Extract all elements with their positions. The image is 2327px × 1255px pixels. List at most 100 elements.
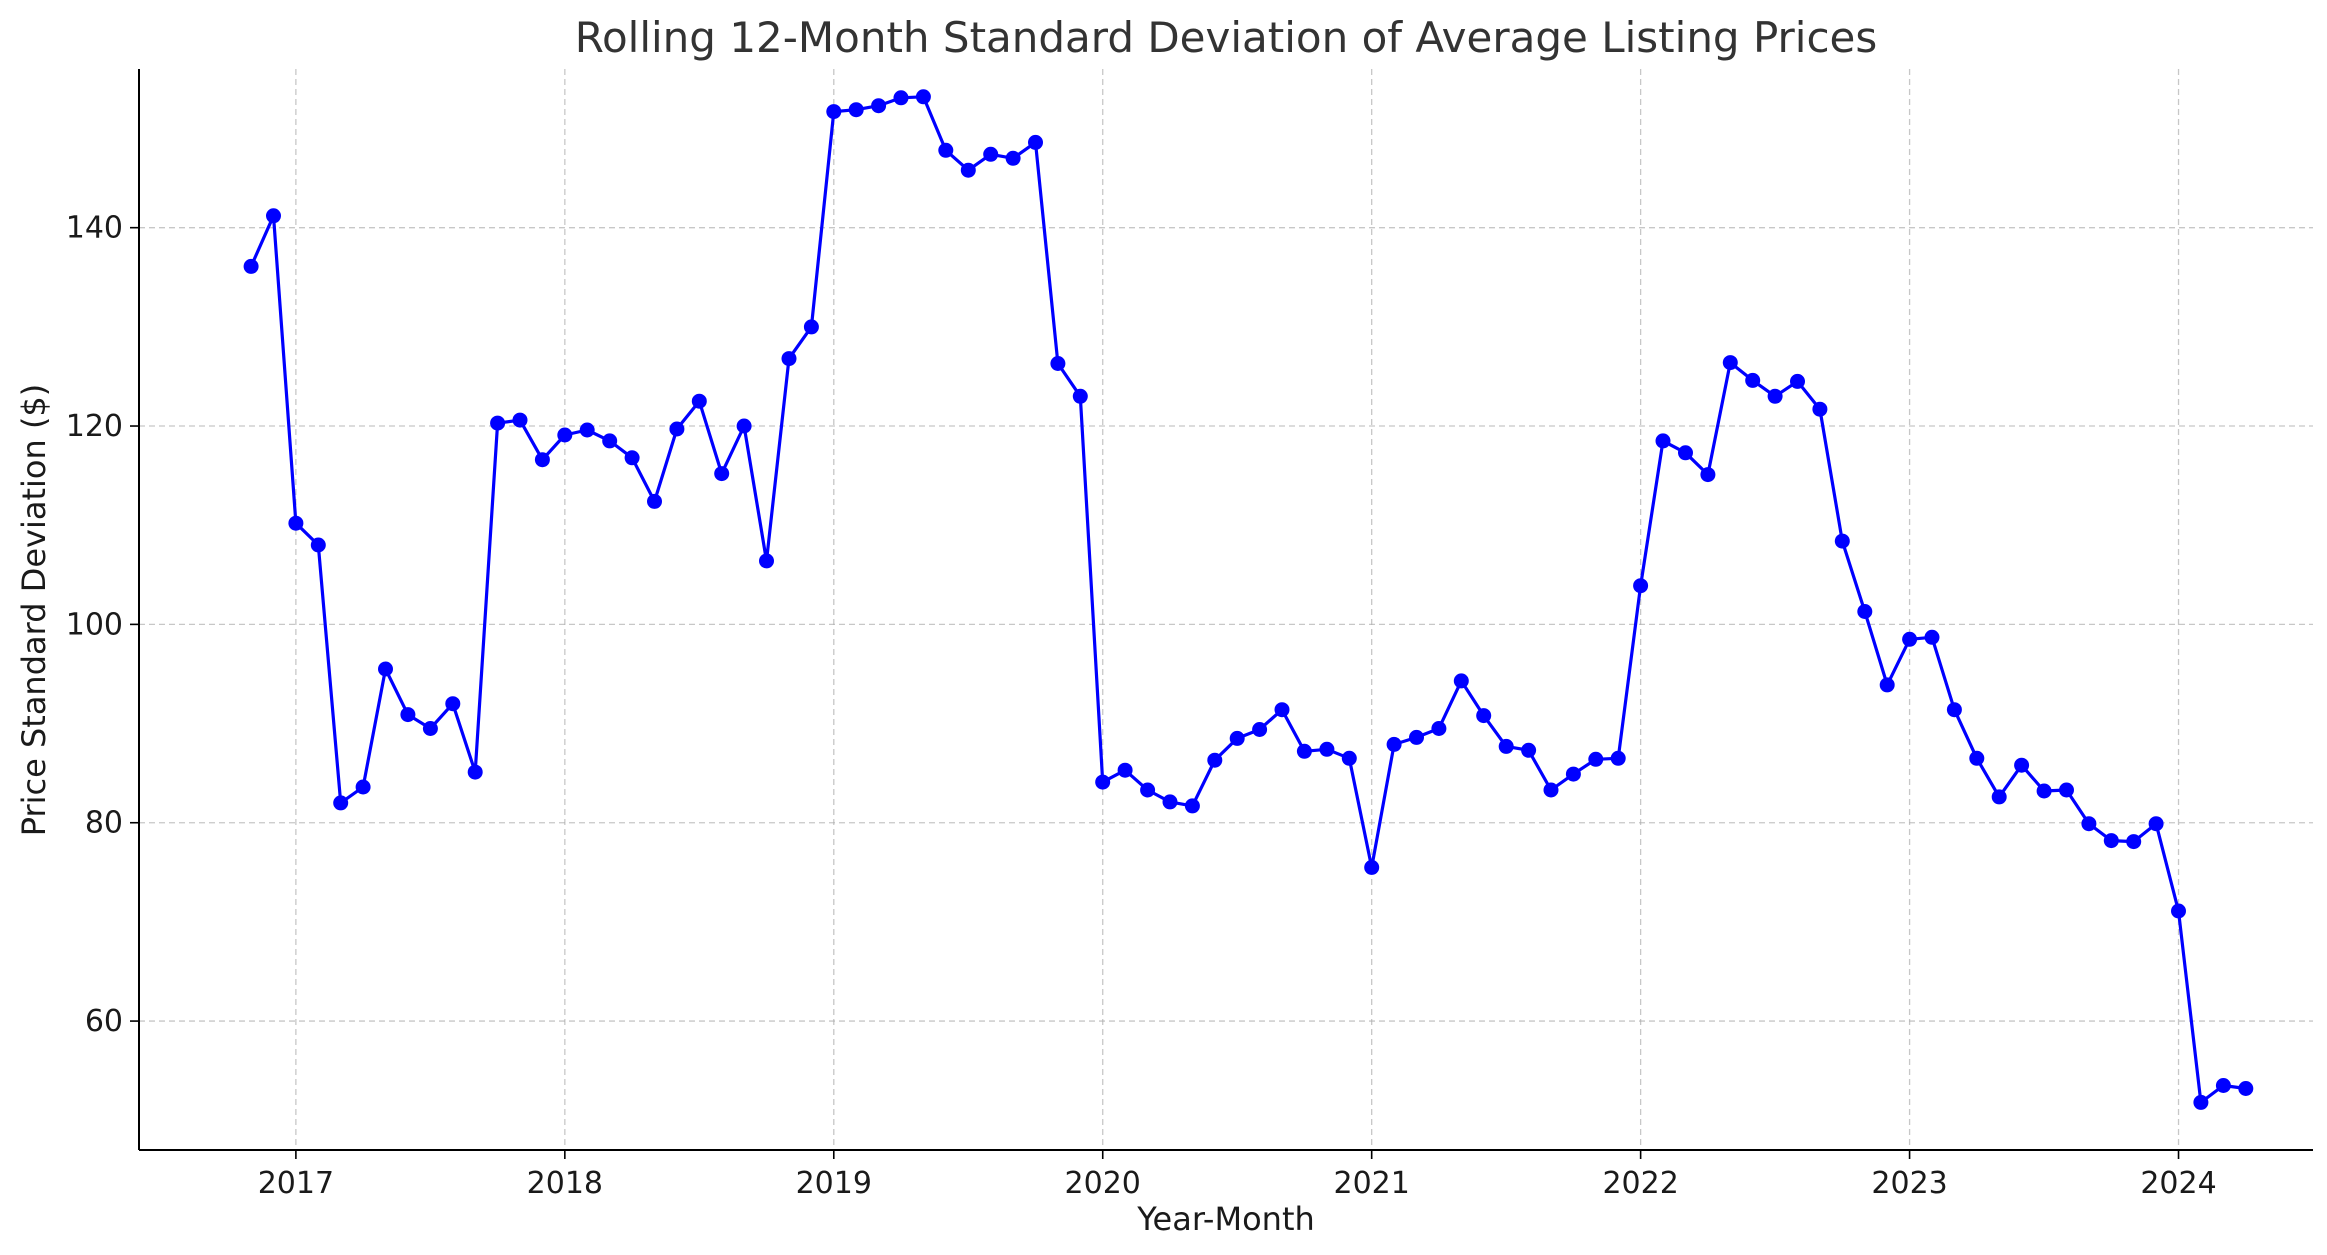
data-point [647, 493, 662, 509]
data-point [2193, 1094, 2209, 1110]
data-point [266, 208, 281, 224]
data-point [1296, 743, 1312, 759]
data-point [490, 415, 506, 431]
axes [138, 69, 2313, 1151]
y-tick-label: 140 [66, 211, 123, 246]
data-point [2103, 833, 2119, 849]
data-point [1991, 789, 2007, 805]
data-point [1969, 750, 1985, 766]
data-point [557, 427, 573, 443]
data-point [2126, 834, 2142, 850]
chart-title: Rolling 12-Month Standard Deviation of A… [575, 13, 1878, 62]
data-point [1946, 702, 1962, 718]
data-point [2036, 783, 2052, 799]
data-point [1117, 762, 1133, 778]
data-point [1857, 604, 1873, 619]
data-point [1543, 782, 1559, 798]
data-point [781, 351, 797, 367]
grid [139, 69, 2313, 1150]
x-tick-label: 2017 [258, 1166, 334, 1201]
data-point [1521, 742, 1537, 758]
data-point [378, 661, 393, 677]
y-tick-label: 60 [85, 1004, 123, 1039]
x-tick-label: 2024 [2140, 1166, 2216, 1201]
x-tick-label: 2019 [796, 1166, 872, 1201]
series-line [249, 95, 2247, 1105]
data-point [1319, 741, 1335, 757]
data-point [803, 319, 819, 335]
data-point [1655, 433, 1671, 449]
data-point [1005, 150, 1021, 166]
data-point [400, 707, 416, 723]
data-point [1790, 373, 1805, 389]
data-point [1095, 774, 1111, 790]
data-point [355, 779, 371, 795]
data-point [2014, 757, 2030, 773]
data-point [1140, 782, 1156, 798]
data-point [288, 515, 304, 531]
data-point [333, 795, 349, 811]
y-axis-label: Price Standard Deviation ($) [15, 384, 53, 837]
data-point [624, 450, 640, 466]
data-point [1431, 721, 1447, 736]
data-point [1745, 372, 1761, 388]
series-1 [243, 89, 2254, 1110]
data-point [512, 412, 528, 428]
data-point [893, 90, 909, 106]
x-tick-label: 2023 [1871, 1166, 1947, 1201]
data-point [1028, 134, 1043, 150]
data-point [2148, 816, 2164, 832]
data-point [1252, 722, 1268, 737]
data-point [2171, 903, 2186, 919]
data-point [691, 393, 707, 409]
data-point [467, 764, 483, 780]
x-axis-label: Year-Month [1136, 1200, 1315, 1238]
data-point [871, 98, 887, 114]
data-point [1610, 750, 1626, 766]
data-point [1767, 388, 1783, 404]
data-point [1184, 798, 1200, 814]
x-tick-label: 2021 [1334, 1166, 1410, 1201]
data-point [1476, 708, 1492, 724]
data-point [2215, 1078, 2231, 1093]
data-point [1498, 738, 1514, 754]
data-point [848, 102, 864, 118]
y-tick-label: 120 [66, 409, 123, 444]
data-point [310, 537, 326, 553]
data-point [1924, 629, 1940, 645]
data-point [1633, 578, 1649, 594]
data-point [579, 422, 595, 438]
data-point [1341, 750, 1357, 766]
data-point [1453, 673, 1469, 689]
data-point [422, 721, 438, 736]
data-point [1409, 729, 1424, 745]
data-point [759, 553, 774, 569]
data-point [1834, 533, 1850, 549]
data-point [1700, 467, 1716, 483]
data-point [1722, 355, 1738, 371]
data-point [2059, 782, 2074, 798]
x-tick-label: 2020 [1065, 1166, 1141, 1201]
data-point [534, 452, 550, 468]
ticks: 2017 2018 2019 2020 2021 2022 2023 2024 60 80 100 1… [66, 211, 2217, 1201]
data-point [1229, 730, 1245, 746]
data-point [1072, 388, 1088, 404]
data-point [243, 258, 259, 274]
data-point [1902, 631, 1918, 647]
data-point [736, 418, 752, 434]
data-point [1207, 752, 1223, 768]
data-point [1386, 736, 1402, 752]
data-point [1050, 356, 1066, 371]
data-point [1274, 702, 1290, 718]
data-point [669, 421, 685, 437]
data-point [938, 142, 954, 158]
x-tick-label: 2022 [1602, 1166, 1678, 1201]
data-point [915, 89, 931, 105]
data-point [1162, 794, 1178, 810]
data-point [1565, 766, 1581, 782]
data-point [1364, 859, 1380, 875]
data-point [2238, 1081, 2254, 1096]
data-point [445, 696, 461, 712]
